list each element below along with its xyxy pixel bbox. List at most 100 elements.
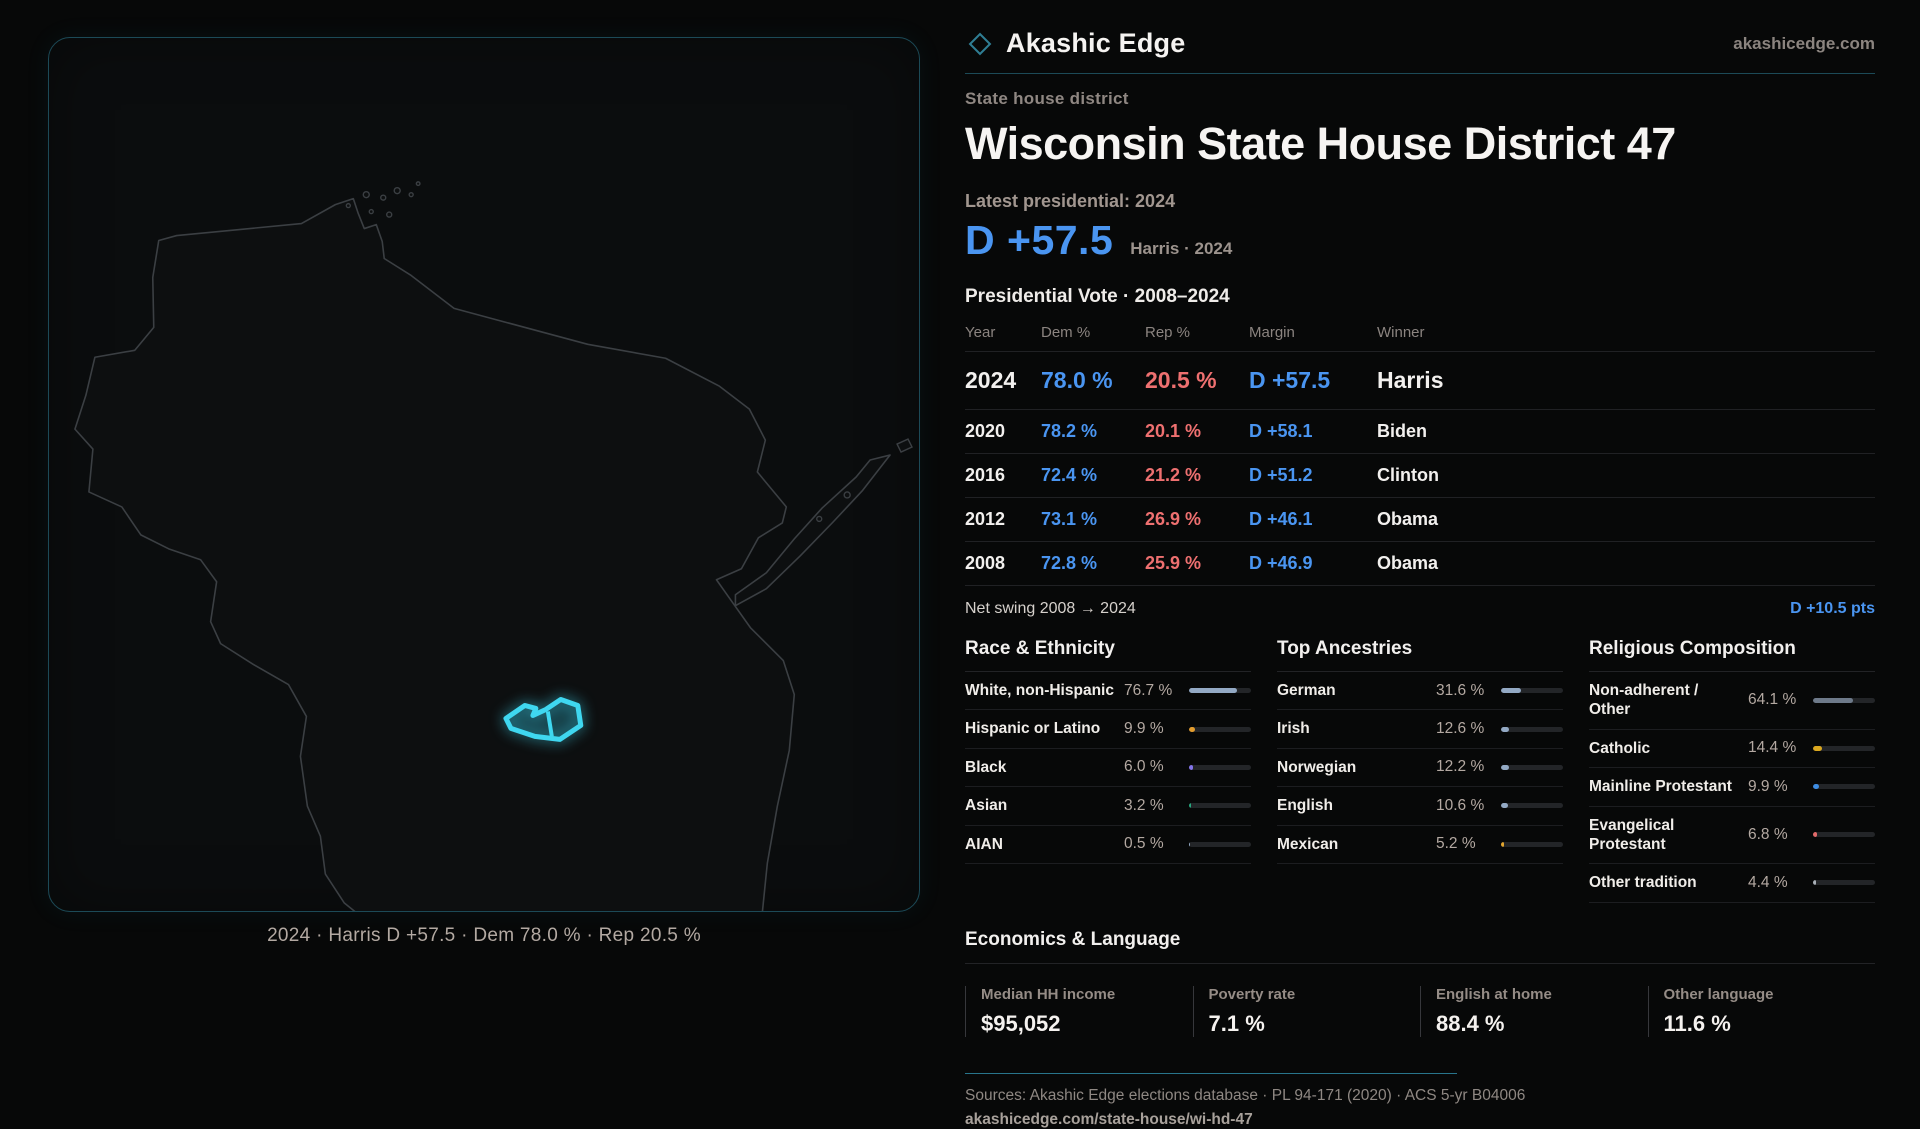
apostle-island <box>409 193 413 197</box>
stat-value: 6.0 % <box>1124 758 1180 776</box>
vote-column-header: Rep % <box>1145 316 1249 352</box>
vote-column-header: Winner <box>1377 316 1875 352</box>
eyebrow-label: State house district <box>965 89 1875 109</box>
washington-island <box>897 439 912 452</box>
vote-winner: Obama <box>1377 498 1875 542</box>
stat-bar <box>1189 727 1251 732</box>
stat-bar-fill <box>1813 698 1853 703</box>
econ-stat-value: $95,052 <box>981 1011 1193 1037</box>
section-title: Race & Ethnicity <box>965 638 1251 672</box>
apostle-island <box>363 192 369 198</box>
vote-column-header: Dem % <box>1041 316 1145 352</box>
stat-label: German <box>1277 681 1427 700</box>
stat-bar-fill <box>1501 842 1504 847</box>
econ-stat-value: 88.4 % <box>1436 1011 1648 1037</box>
stat-bar <box>1813 698 1875 703</box>
stat-label: White, non-Hispanic <box>965 681 1115 700</box>
stat-value: 10.6 % <box>1436 797 1492 815</box>
vote-year: 2024 <box>965 352 1041 410</box>
vote-dem: 72.8 % <box>1041 542 1145 586</box>
econ-stat-value: 11.6 % <box>1664 1011 1876 1037</box>
stat-bar <box>1189 765 1251 770</box>
stat-bar <box>1189 842 1251 847</box>
stat-label: Non-adherent / Other <box>1589 681 1739 720</box>
vote-dem: 73.1 % <box>1041 498 1145 542</box>
apostle-island <box>394 188 400 194</box>
stat-bar-fill <box>1813 880 1816 885</box>
stat-bar <box>1501 688 1563 693</box>
stat-bar-fill <box>1189 765 1193 770</box>
report-content: Akashic Edge akashicedge.com State house… <box>965 28 1875 1129</box>
econ-stat: English at home 88.4 % <box>1420 986 1648 1037</box>
stat-value: 4.4 % <box>1748 874 1804 892</box>
vote-margin: D +58.1 <box>1249 410 1377 454</box>
vote-dem: 78.2 % <box>1041 410 1145 454</box>
stat-bar <box>1189 803 1251 808</box>
stat-value: 12.2 % <box>1436 758 1492 776</box>
headline-margin-subtext: Harris · 2024 <box>1130 239 1232 259</box>
stat-bar <box>1501 765 1563 770</box>
stat-value: 76.7 % <box>1124 682 1180 700</box>
vote-rep: 25.9 % <box>1145 542 1249 586</box>
stat-bar-fill <box>1501 803 1508 808</box>
stat-bar <box>1501 727 1563 732</box>
stat-label: Irish <box>1277 719 1427 738</box>
headline-margin-value: D +57.5 <box>965 217 1113 264</box>
headline-margin-block: D +57.5 Harris · 2024 <box>965 217 1875 264</box>
econ-stat-label: Other language <box>1664 986 1876 1003</box>
economics-section: Economics & Language Median HH income$95… <box>965 929 1875 1037</box>
stat-bar-fill <box>1501 688 1521 693</box>
stat-bar <box>1501 842 1563 847</box>
stat-label: Catholic <box>1589 739 1739 758</box>
stat-row: English 10.6 % <box>1277 787 1563 825</box>
vote-dem: 72.4 % <box>1041 454 1145 498</box>
stat-label: Mainline Protestant <box>1589 777 1739 796</box>
stat-label: Asian <box>965 796 1115 815</box>
stat-row: White, non-Hispanic 76.7 % <box>965 672 1251 710</box>
vote-rep: 21.2 % <box>1145 454 1249 498</box>
stat-bar-fill <box>1189 727 1195 732</box>
page-title: Wisconsin State House District 47 <box>965 118 1875 170</box>
economics-title: Economics & Language <box>965 929 1875 964</box>
demographic-columns: Race & Ethnicity White, non-Hispanic 76.7 … <box>965 638 1875 903</box>
stat-label: Mexican <box>1277 835 1427 854</box>
apostle-island <box>369 210 373 214</box>
vote-margin: D +46.1 <box>1249 498 1377 542</box>
vote-margin: D +46.9 <box>1249 542 1377 586</box>
brand-site: akashicedge.com <box>1733 34 1875 54</box>
vote-dem: 78.0 % <box>1041 352 1145 410</box>
econ-stat: Median HH income$95,052 <box>965 986 1193 1037</box>
econ-stat-value: 7.1 % <box>1209 1011 1421 1037</box>
stat-value: 12.6 % <box>1436 720 1492 738</box>
stat-row: AIAN 0.5 % <box>965 826 1251 864</box>
stat-value: 0.5 % <box>1124 835 1180 853</box>
vote-winner: Obama <box>1377 542 1875 586</box>
stat-bar <box>1813 784 1875 789</box>
header: Akashic Edge akashicedge.com <box>965 28 1875 73</box>
stat-label: AIAN <box>965 835 1115 854</box>
vote-winner: Clinton <box>1377 454 1875 498</box>
econ-stat-label: English at home <box>1436 986 1648 1003</box>
vote-rep: 20.1 % <box>1145 410 1249 454</box>
diamond-logo-icon <box>965 29 995 59</box>
brand: Akashic Edge <box>965 28 1185 59</box>
stat-bar <box>1813 746 1875 751</box>
vote-column-header: Margin <box>1249 316 1377 352</box>
stat-bar <box>1501 803 1563 808</box>
stat-label: English <box>1277 796 1427 815</box>
district-map-panel <box>48 37 920 912</box>
vote-table-title: Presidential Vote · 2008–2024 <box>965 286 1875 308</box>
